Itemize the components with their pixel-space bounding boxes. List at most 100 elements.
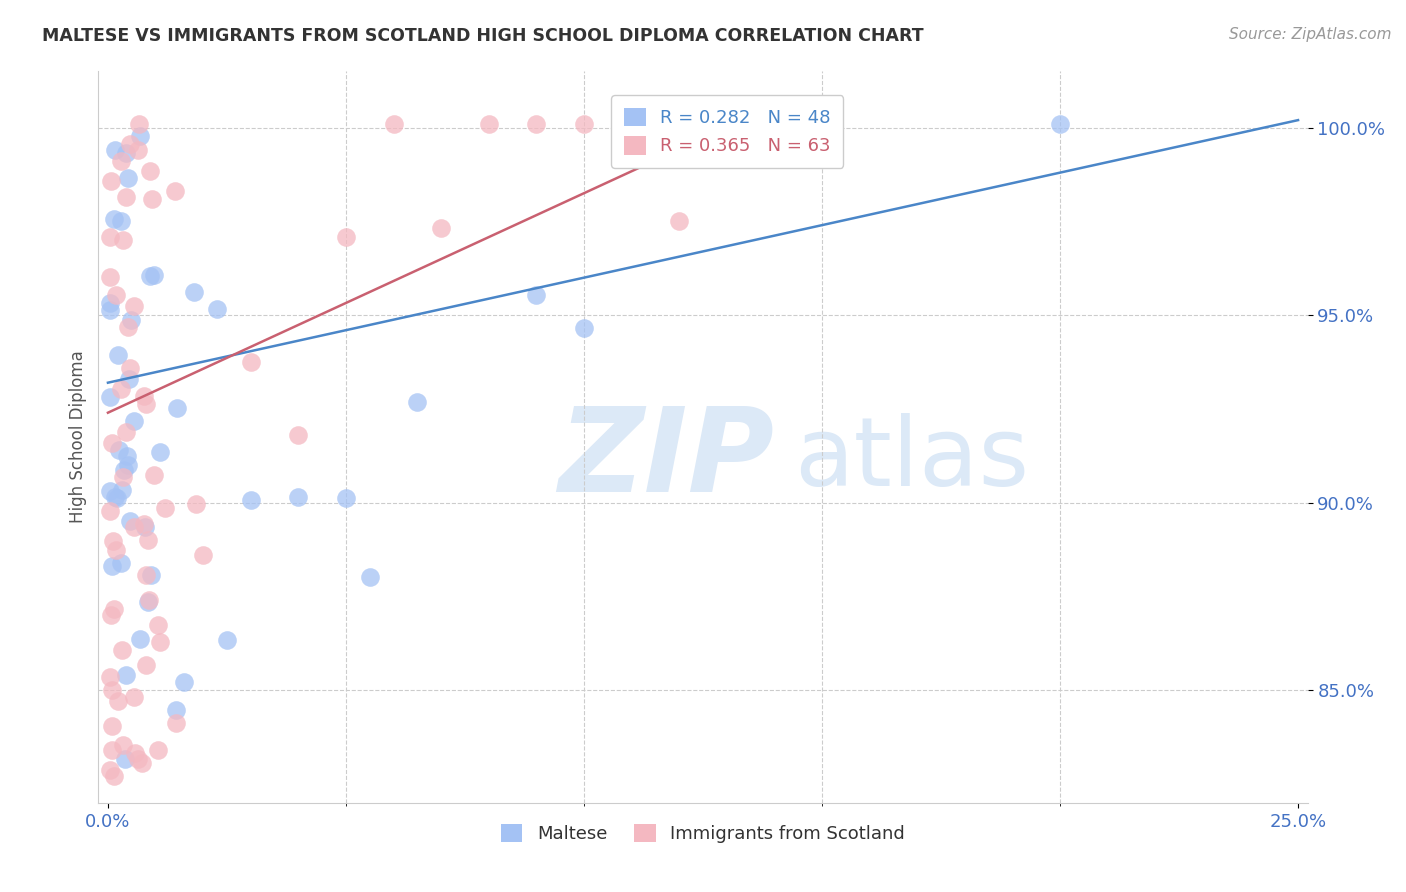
Point [107,694,129,708]
Point [287,490,309,504]
Point [118,136,141,151]
Point [136,595,159,609]
Point [101,682,124,697]
Point [146,743,169,757]
Point [117,170,139,185]
Point [191,548,214,562]
Point [135,658,157,673]
Point [110,154,132,169]
Point [103,601,125,615]
Text: Source: ZipAtlas.com: Source: ZipAtlas.com [1229,27,1392,42]
Point [100,174,122,188]
Point [524,117,547,131]
Point [112,738,135,752]
Point [165,703,187,717]
Point [111,483,134,497]
Point [173,675,195,690]
Point [239,492,262,507]
Point [143,268,166,283]
Point [205,302,228,317]
Point [100,436,122,450]
Point [134,516,156,531]
Point [141,192,163,206]
Point [668,214,690,228]
Point [215,632,238,647]
Point [478,117,501,131]
Point [98,229,121,244]
Point [111,642,134,657]
Point [111,470,134,484]
Point [112,462,135,476]
Point [117,320,139,334]
Point [115,425,138,439]
Point [104,288,127,302]
Text: ZIP: ZIP [558,401,773,516]
Point [163,184,186,198]
Point [131,756,153,771]
Point [98,269,121,284]
Point [98,296,121,310]
Point [115,190,138,204]
Point [153,501,176,516]
Point [129,632,152,647]
Point [115,146,138,161]
Point [1049,117,1071,131]
Point [572,321,595,335]
Point [127,751,149,765]
Point [183,285,205,299]
Point [149,635,172,649]
Point [184,497,207,511]
Point [101,743,124,757]
Point [101,533,124,548]
Point [335,230,357,244]
Point [107,443,129,458]
Point [149,445,172,459]
Point [118,514,141,528]
Point [239,354,262,368]
Point [139,163,162,178]
Point [105,491,128,505]
Point [118,371,141,385]
Point [136,533,159,548]
Point [117,458,139,472]
Point [134,520,156,534]
Point [166,401,188,416]
Point [668,117,690,131]
Point [115,450,138,464]
Point [103,769,125,783]
Point [98,483,121,498]
Point [359,569,381,583]
Point [115,668,138,682]
Point [128,129,150,144]
Point [100,608,122,623]
Point [98,503,121,517]
Point [114,752,136,766]
Point [127,144,149,158]
Point [122,690,145,704]
Point [524,288,547,302]
Point [139,269,162,284]
Point [110,214,132,228]
Text: atlas: atlas [793,412,1029,506]
Point [110,556,132,570]
Text: MALTESE VS IMMIGRANTS FROM SCOTLAND HIGH SCHOOL DIPLOMA CORRELATION CHART: MALTESE VS IMMIGRANTS FROM SCOTLAND HIGH… [42,27,924,45]
Point [135,397,157,411]
Point [120,360,142,375]
Point [141,567,163,582]
Point [287,428,309,442]
Point [110,383,132,397]
Point [146,618,169,632]
Point [103,212,125,227]
Point [122,414,145,428]
Point [335,491,357,505]
Point [104,143,127,157]
Point [165,715,187,730]
Point [572,117,595,131]
Point [430,221,453,235]
Point [138,593,160,607]
Point [135,568,157,582]
Point [132,389,155,403]
Point [101,719,124,733]
Point [143,468,166,483]
Point [124,747,146,761]
